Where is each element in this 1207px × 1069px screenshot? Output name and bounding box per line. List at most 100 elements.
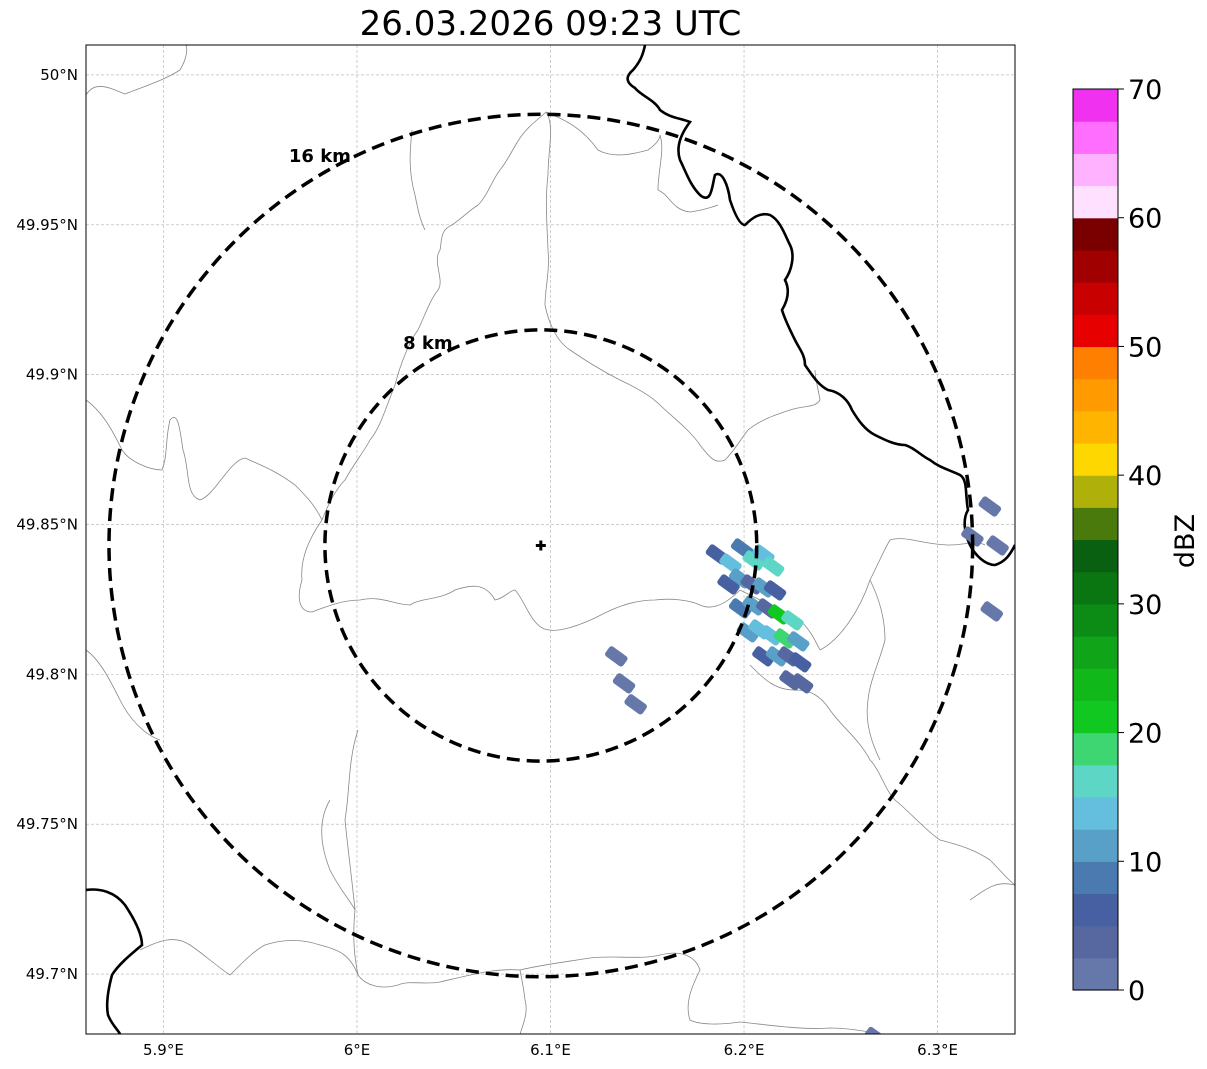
colorbar-segment (1073, 539, 1118, 573)
colorbar-tick-label: 50 (1128, 332, 1162, 363)
x-tick-label: 6°E (344, 1041, 371, 1059)
echo-cell (624, 694, 647, 715)
y-tick-label: 49.7°N (26, 965, 78, 983)
echo-cell (788, 652, 812, 673)
commune-boundary (321, 799, 356, 911)
echo-cell (980, 601, 1004, 622)
map-title: 26.03.2026 09:23 UTC (359, 4, 742, 44)
commune-boundary (819, 538, 986, 651)
y-tick-label: 50°N (40, 66, 78, 84)
commune-boundary (86, 399, 323, 521)
echo-cell (790, 673, 814, 694)
colorbar-segment (1073, 603, 1118, 637)
colorbar-tick-label: 30 (1128, 590, 1162, 621)
echo-cell (763, 580, 787, 601)
echo-cell (765, 646, 789, 667)
longitude-ticks: 5.9°E 6°E 6.1°E 6.2°E 6.3°E (143, 1041, 958, 1059)
colorbar-tick-label: 60 (1128, 204, 1162, 235)
x-tick-label: 6.2°E (724, 1041, 765, 1059)
commune-boundary (519, 969, 527, 1034)
y-tick-label: 49.8°N (26, 665, 78, 683)
radar-site-marker (535, 540, 546, 551)
colorbar-segment (1073, 314, 1118, 348)
colorbar-segment (1073, 378, 1118, 412)
colorbar-segment (1073, 571, 1118, 605)
x-tick-label: 6.1°E (530, 1041, 571, 1059)
commune-boundary (321, 111, 547, 521)
range-ring-label: 16 km (289, 146, 351, 167)
map-frame (85, 44, 1016, 1035)
commune-boundary (409, 129, 426, 231)
colorbar-segment (1073, 89, 1118, 122)
echo-cell (786, 631, 810, 652)
colorbar-segment (1073, 764, 1118, 798)
colorbar-segment (1073, 700, 1118, 734)
colorbar-tick-label: 40 (1128, 461, 1162, 492)
commune-boundary (139, 939, 359, 976)
national-border (86, 888, 144, 1034)
colorbar-segment (1073, 442, 1118, 476)
commune-boundary (344, 729, 441, 988)
echo-cell (781, 610, 804, 631)
colorbar-segment (1073, 732, 1118, 766)
colorbar-segment (1073, 957, 1118, 991)
colorbar-segment (1073, 185, 1118, 219)
range-ring (323, 328, 759, 763)
commune-boundary (86, 649, 161, 741)
x-tick-label: 6.3°E (917, 1041, 958, 1059)
echo-cell (742, 550, 765, 571)
y-tick-label: 49.75°N (16, 815, 78, 833)
colorbar-segment (1073, 507, 1118, 541)
echo-cell (717, 574, 740, 595)
y-tick-label: 49.95°N (16, 216, 78, 234)
echo-cell (742, 595, 765, 616)
commune-boundary (86, 45, 188, 96)
commune-boundary (298, 519, 741, 631)
reflectivity-echoes (605, 496, 1009, 1034)
colorbar-segment (1073, 668, 1118, 701)
national-border (626, 45, 1015, 567)
colorbar-segment (1073, 475, 1118, 508)
colorbar-segment (1073, 282, 1118, 315)
commune-boundary (544, 111, 821, 462)
colorbar-segment (1073, 217, 1118, 251)
colorbar-segment (1073, 153, 1118, 187)
colorbar-segment (1073, 861, 1118, 895)
echo-cell (986, 535, 1009, 556)
echo-cell (759, 625, 783, 646)
commune-boundary (969, 883, 1015, 901)
range-ring (107, 112, 975, 979)
commune-boundary (439, 952, 881, 1034)
echo-cell (978, 496, 1002, 517)
range-ring-label: 8 km (403, 333, 453, 354)
commune-boundary (545, 111, 719, 213)
grid-lines (86, 45, 1015, 1034)
range-rings: 8 km 16 km (107, 112, 975, 979)
echo-cell (761, 556, 785, 577)
x-tick-label: 5.9°E (143, 1041, 184, 1059)
y-tick-label: 49.9°N (26, 366, 78, 384)
colorbar: 0 10 20 30 40 50 60 70 (1072, 75, 1162, 1007)
colorbar-frame (1072, 88, 1119, 991)
latitude-ticks: 49.7°N 49.75°N 49.8°N 49.85°N 49.9°N 49.95°N 5… (16, 66, 78, 983)
colorbar-label: dBZ (1170, 514, 1201, 568)
colorbar-segment (1073, 829, 1118, 862)
colorbar-segment (1073, 925, 1118, 959)
commune-boundary (866, 579, 886, 761)
colorbar-tick-label: 10 (1128, 847, 1162, 878)
y-tick-label: 49.85°N (16, 516, 78, 534)
colorbar-segment (1073, 796, 1118, 830)
echo-cell (773, 628, 796, 649)
colorbar-segment (1073, 121, 1118, 154)
echo-cell (605, 646, 628, 667)
colorbar-tick-label: 0 (1128, 976, 1145, 1007)
colorbar-tick-label: 20 (1128, 719, 1162, 750)
echo-cell (752, 646, 775, 667)
colorbar-segment (1073, 346, 1118, 380)
colorbar-segment (1073, 249, 1118, 283)
echo-cell (864, 1026, 887, 1034)
colorbar-segment (1073, 893, 1118, 927)
colorbar-segment (1073, 410, 1118, 444)
echo-cell (612, 673, 636, 694)
